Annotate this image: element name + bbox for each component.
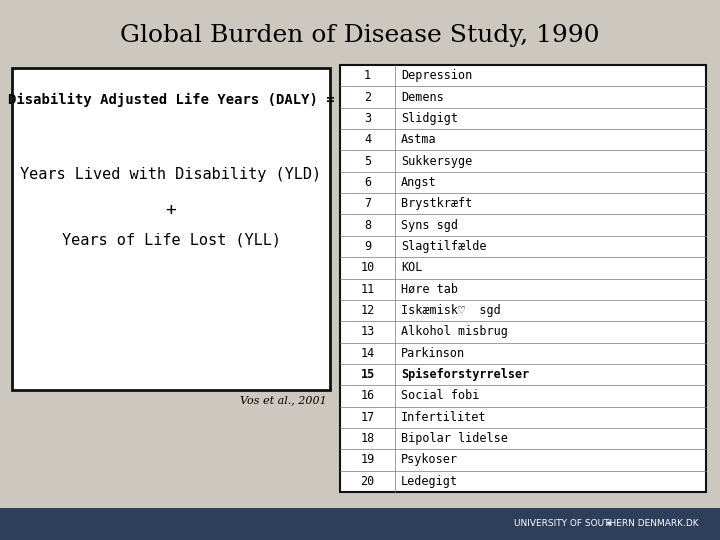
Text: KOL: KOL <box>401 261 423 274</box>
Text: Iskæmisk♡  sgd: Iskæmisk♡ sgd <box>401 304 500 317</box>
Text: Syns sgd: Syns sgd <box>401 219 458 232</box>
Text: Astma: Astma <box>401 133 436 146</box>
Text: 1: 1 <box>364 69 371 82</box>
Text: 3: 3 <box>364 112 371 125</box>
Text: Infertilitet: Infertilitet <box>401 411 487 424</box>
Text: Spiseforstyrrelser: Spiseforstyrrelser <box>401 368 529 381</box>
Text: Brystkræft: Brystkræft <box>401 197 472 210</box>
Text: Vos et al., 2001: Vos et al., 2001 <box>240 395 326 405</box>
Text: +: + <box>166 201 176 219</box>
Text: Slidgigt: Slidgigt <box>401 112 458 125</box>
Text: Years Lived with Disability (YLD): Years Lived with Disability (YLD) <box>20 167 322 183</box>
Text: Bipolar lidelse: Bipolar lidelse <box>401 432 508 445</box>
Text: 9: 9 <box>364 240 371 253</box>
Text: Parkinson: Parkinson <box>401 347 465 360</box>
Text: 4: 4 <box>364 133 371 146</box>
Text: 13: 13 <box>361 326 374 339</box>
Text: 17: 17 <box>361 411 374 424</box>
FancyBboxPatch shape <box>12 68 330 390</box>
Text: 8: 8 <box>364 219 371 232</box>
Text: Alkohol misbrug: Alkohol misbrug <box>401 326 508 339</box>
Text: Social fobi: Social fobi <box>401 389 480 402</box>
Text: Disability Adjusted Life Years (DALY) =: Disability Adjusted Life Years (DALY) = <box>8 93 334 107</box>
Text: Høre tab: Høre tab <box>401 282 458 296</box>
Text: Psykoser: Psykoser <box>401 454 458 467</box>
Text: 16: 16 <box>361 389 374 402</box>
Text: Sukkersyge: Sukkersyge <box>401 154 472 167</box>
Text: 15: 15 <box>361 368 374 381</box>
Text: 7: 7 <box>364 197 371 210</box>
Text: Demens: Demens <box>401 91 444 104</box>
FancyBboxPatch shape <box>0 508 720 540</box>
Text: Global Burden of Disease Study, 1990: Global Burden of Disease Study, 1990 <box>120 24 600 46</box>
Text: ✶: ✶ <box>604 519 613 529</box>
Text: Ledegigt: Ledegigt <box>401 475 458 488</box>
Text: Years of Life Lost (YLL): Years of Life Lost (YLL) <box>61 233 281 247</box>
Text: 20: 20 <box>361 475 374 488</box>
Text: 14: 14 <box>361 347 374 360</box>
Text: Depression: Depression <box>401 69 472 82</box>
Text: 2: 2 <box>364 91 371 104</box>
FancyBboxPatch shape <box>340 65 706 492</box>
Text: 6: 6 <box>364 176 371 189</box>
Text: 19: 19 <box>361 454 374 467</box>
Text: 12: 12 <box>361 304 374 317</box>
Text: Angst: Angst <box>401 176 436 189</box>
Text: Slagtilfælde: Slagtilfælde <box>401 240 487 253</box>
Text: 11: 11 <box>361 282 374 296</box>
Text: 18: 18 <box>361 432 374 445</box>
Text: 5: 5 <box>364 154 371 167</box>
Text: 10: 10 <box>361 261 374 274</box>
Text: UNIVERSITY OF SOUTHERN DENMARK.DK: UNIVERSITY OF SOUTHERN DENMARK.DK <box>514 519 698 529</box>
